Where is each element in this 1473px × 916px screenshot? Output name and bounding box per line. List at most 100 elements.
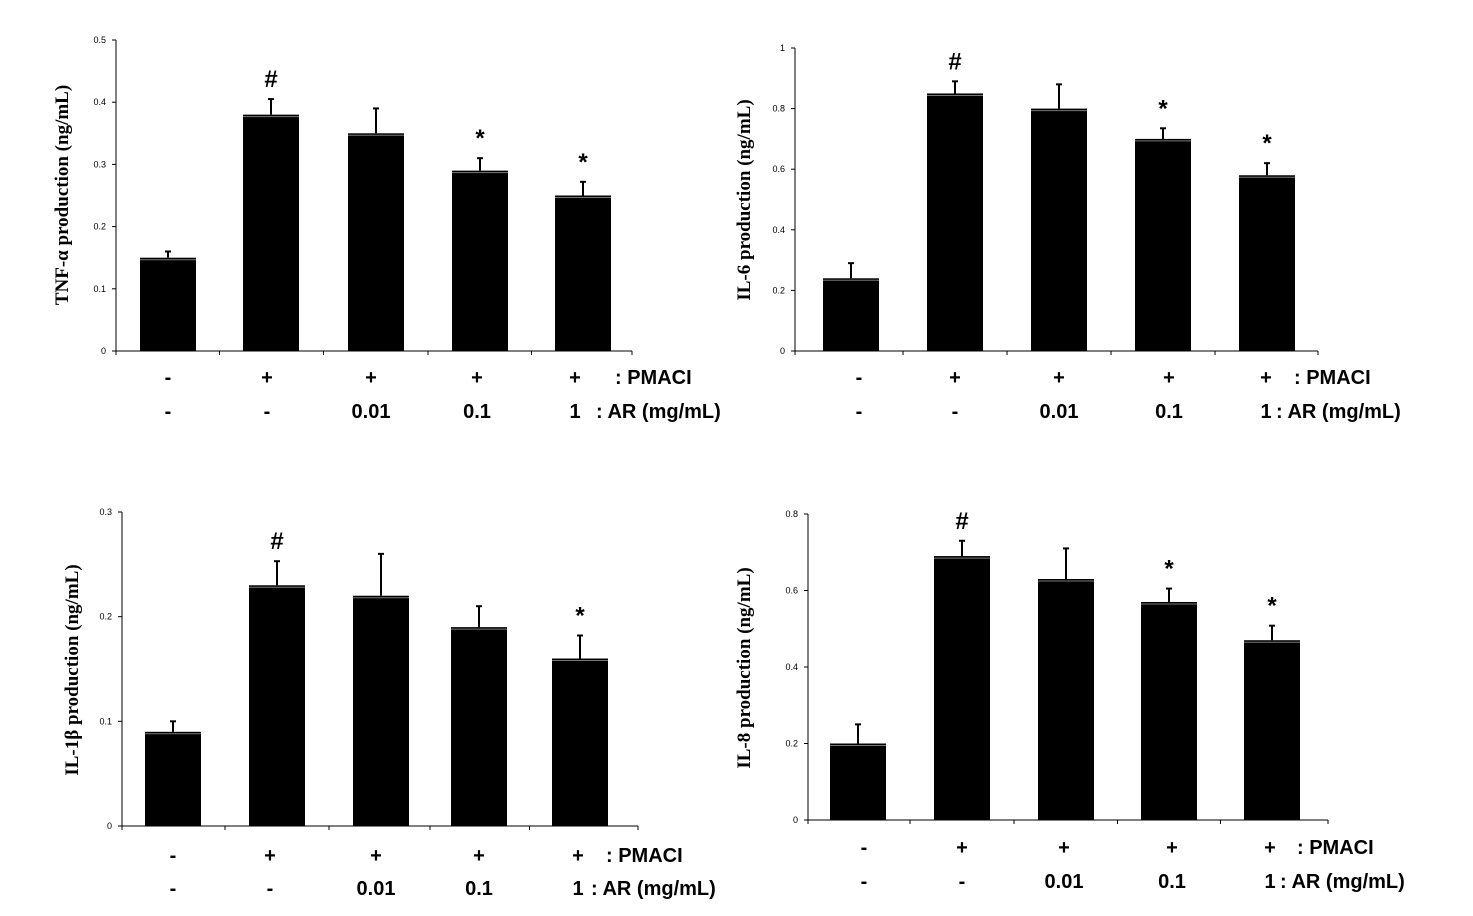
- chart-1-y-tick-label: 0.5: [93, 35, 106, 45]
- chart-1-y-tick-label: 0.3: [93, 159, 106, 169]
- chart-4-treatment-label: : AR (mg/mL): [1280, 871, 1405, 893]
- chart-4-y-tick-label: 0.4: [785, 662, 798, 672]
- chart-2-bar: [1135, 138, 1191, 351]
- chart-1-bar: [452, 170, 508, 351]
- chart-1-treatment-cell: +: [261, 367, 273, 389]
- chart-3-treatment-cell: 0.01: [357, 878, 396, 900]
- chart-1-treatment-cell: +: [471, 367, 483, 389]
- chart-3-treatment-label: : PMACI: [606, 845, 683, 867]
- chart-2-treatment-cell: -: [952, 401, 959, 423]
- chart-2-treatment-cell: 1: [1260, 401, 1271, 423]
- chart-2-y-axis-label: IL-6 production (ng/mL): [734, 99, 755, 300]
- chart-1-treatment-cell: 0.01: [352, 401, 391, 423]
- chart-1-significance-mark: *: [475, 125, 485, 152]
- chart-2-y-tick-label: 0.6: [772, 164, 785, 174]
- chart-1-y-tick-label: 0.1: [93, 284, 106, 294]
- chart-2-treatment-cell: 0.1: [1155, 401, 1183, 423]
- chart-1-treatment-label: : PMACI: [615, 367, 692, 389]
- chart-3-y-tick-label: 0: [107, 821, 112, 831]
- chart-1-y-axis-label: TNF-α production (ng/mL): [52, 85, 73, 305]
- chart-3-treatment-cell: -: [170, 878, 177, 900]
- chart-4-y-axis-label: IL-8 production (ng/mL): [734, 567, 755, 768]
- chart-1-y-tick-label: 0.2: [93, 222, 106, 232]
- chart-3-treatment-cell: +: [473, 845, 485, 867]
- chart-2-treatment-cell: -: [856, 401, 863, 423]
- chart-4-bar: [1244, 640, 1300, 820]
- chart-4-significance-mark: *: [1267, 593, 1277, 620]
- chart-1-bar: [140, 257, 196, 351]
- chart-3-bar: [353, 595, 409, 826]
- chart-2-significance-mark: *: [1262, 130, 1272, 157]
- chart-4-treatment-cell: 0.1: [1158, 871, 1186, 893]
- chart-1-significance-mark: *: [578, 149, 588, 176]
- chart-4-treatment-cell: +: [1058, 837, 1070, 859]
- chart-1-treatment-cell: -: [165, 401, 172, 423]
- chart-1-y-tick-label: 0.4: [93, 97, 106, 107]
- chart-3-y-tick-label: 0.2: [99, 612, 112, 622]
- chart-1-treatment-cell: -: [165, 367, 172, 389]
- chart-2-treatment-cell: -: [856, 367, 863, 389]
- chart-2-bar: [1031, 108, 1087, 351]
- chart-3-treatment-cell: 0.1: [465, 878, 493, 900]
- chart-1-treatment-label: : AR (mg/mL): [596, 401, 721, 423]
- chart-4-bar: [934, 556, 990, 820]
- chart-4-y-tick-label: 0.6: [785, 586, 798, 596]
- chart-1-treatment-cell: +: [569, 367, 581, 389]
- chart-4-y-tick-label: 0.8: [785, 509, 798, 519]
- chart-4-y-tick-label: 0: [793, 815, 798, 825]
- chart-3-treatment-cell: +: [264, 845, 276, 867]
- chart-1-treatment-cell: +: [365, 367, 377, 389]
- chart-4-treatment-cell: 1: [1264, 871, 1275, 893]
- chart-3-treatment-cell: +: [572, 845, 584, 867]
- chart-3-treatment-cell: +: [370, 845, 382, 867]
- chart-4-treatment-cell: +: [956, 837, 968, 859]
- chart-4-significance-mark: *: [1164, 556, 1174, 583]
- chart-1-bar: [555, 195, 611, 351]
- chart-4-y-tick-label: 0.2: [785, 739, 798, 749]
- chart-2-treatment-label: : PMACI: [1294, 367, 1371, 389]
- chart-3-y-tick-label: 0.1: [99, 716, 112, 726]
- chart-3-bar: [451, 627, 507, 826]
- chart-2-treatment-cell: +: [949, 367, 961, 389]
- chart-1-bar: [243, 114, 299, 351]
- chart-2-bar: [823, 278, 879, 351]
- chart-1-treatment-cell: -: [264, 401, 271, 423]
- chart-1-treatment-cell: 0.1: [463, 401, 491, 423]
- chart-3-treatment-cell: 1: [572, 878, 583, 900]
- chart-4-significance-mark: #: [955, 508, 968, 535]
- chart-4-treatment-cell: +: [1264, 837, 1276, 859]
- chart-2-treatment-cell: +: [1163, 367, 1175, 389]
- chart-3-bar: [552, 658, 608, 826]
- chart-1-bar: [348, 133, 404, 351]
- chart-4-bar: [830, 743, 886, 820]
- chart-2-bar: [927, 93, 983, 351]
- chart-4-bar: [1141, 601, 1197, 820]
- chart-3-y-axis-label: IL-1β production (ng/mL): [62, 564, 83, 775]
- chart-4-treatment-cell: 0.01: [1045, 871, 1084, 893]
- chart-4-treatment-cell: +: [1166, 837, 1178, 859]
- chart-3-bar: [145, 731, 201, 826]
- chart-3-significance-mark: #: [270, 528, 283, 555]
- chart-2-bar: [1239, 175, 1295, 351]
- chart-2-treatment-label: : AR (mg/mL): [1276, 401, 1401, 423]
- chart-2-y-tick-label: 0.8: [772, 104, 785, 114]
- chart-3-significance-mark: *: [575, 603, 585, 630]
- chart-2-significance-mark: *: [1158, 95, 1168, 122]
- chart-2-treatment-cell: +: [1053, 367, 1065, 389]
- chart-2-treatment-cell: 0.01: [1040, 401, 1079, 423]
- chart-4-treatment-cell: -: [861, 871, 868, 893]
- chart-3-bar: [249, 585, 305, 826]
- chart-2-significance-mark: #: [948, 48, 961, 75]
- chart-4-treatment-label: : PMACI: [1297, 837, 1374, 859]
- chart-3-y-tick-label: 0.3: [99, 507, 112, 517]
- chart-4-bar: [1038, 579, 1094, 820]
- chart-4-treatment-cell: -: [959, 871, 966, 893]
- chart-3-treatment-cell: -: [170, 845, 177, 867]
- chart-2-y-tick-label: 1: [780, 43, 785, 53]
- chart-2-y-tick-label: 0.2: [772, 285, 785, 295]
- chart-1-significance-mark: #: [264, 66, 277, 93]
- chart-1-y-tick-label: 0: [101, 346, 106, 356]
- chart-1-treatment-cell: 1: [569, 401, 580, 423]
- chart-3-treatment-cell: -: [267, 878, 274, 900]
